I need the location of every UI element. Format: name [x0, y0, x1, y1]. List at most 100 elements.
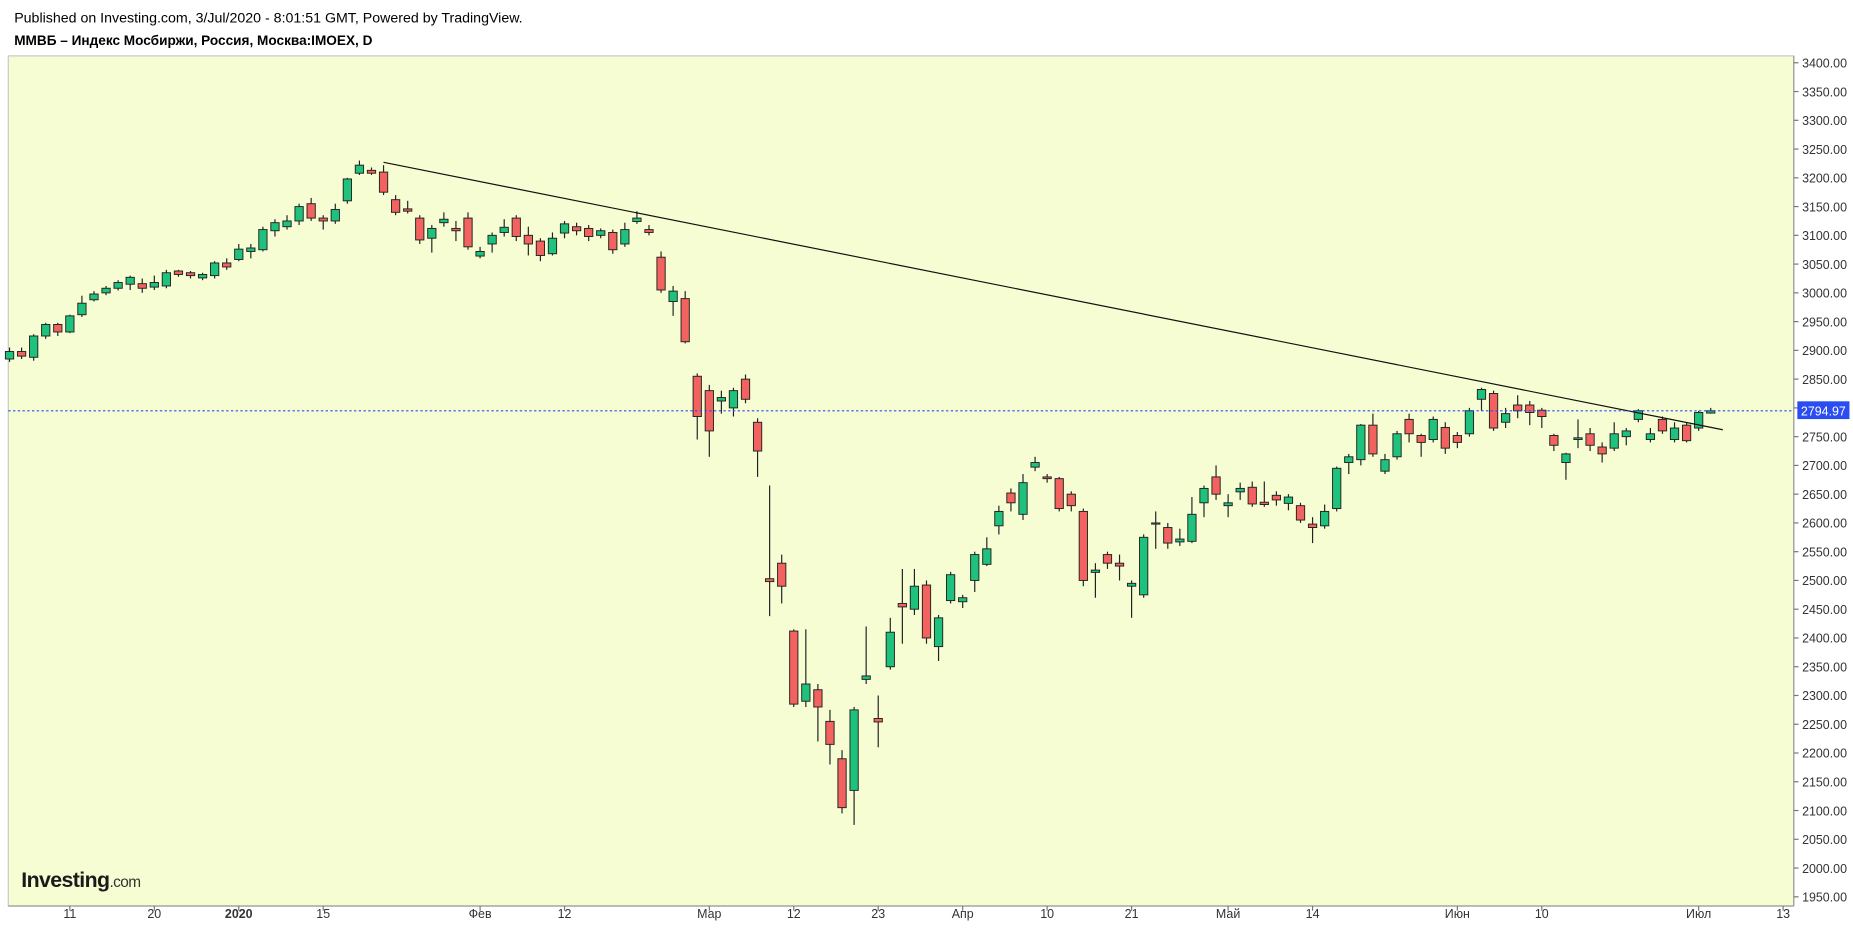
candle-body — [1139, 536, 1149, 596]
candle-body — [1669, 427, 1680, 441]
candle-body — [499, 226, 509, 233]
candle-body — [354, 164, 365, 174]
candle-body — [137, 283, 147, 289]
candle-body — [523, 234, 533, 245]
candle-body — [1368, 424, 1378, 455]
candle-body — [1078, 510, 1088, 581]
candle-body — [801, 683, 811, 702]
candle-body — [222, 262, 232, 268]
candle-body — [511, 217, 521, 237]
candle-body — [1416, 435, 1426, 443]
candle-body — [1621, 430, 1631, 438]
candle-body — [246, 247, 256, 252]
candle-body — [777, 562, 787, 587]
candle-body — [813, 689, 823, 708]
candle-body — [620, 229, 630, 245]
candle-body — [970, 554, 980, 581]
candle-body — [65, 315, 75, 333]
x-tick-label: 10 — [1040, 907, 1054, 921]
candle-body — [668, 290, 678, 302]
candle-body — [4, 351, 15, 360]
candle-body — [89, 293, 99, 301]
x-tick-label: 11 — [63, 907, 76, 921]
candle-body — [41, 324, 51, 337]
candle-body — [1199, 487, 1209, 504]
candle-body — [1283, 496, 1294, 504]
candle-body — [1440, 426, 1450, 449]
y-tick-label: 2750.00 — [1802, 430, 1847, 444]
candle-body — [873, 718, 883, 723]
y-tick-label: 3150.00 — [1802, 200, 1847, 214]
candle-body — [632, 217, 642, 223]
candle-body — [210, 262, 220, 277]
candle-body — [77, 302, 87, 316]
plot-area — [7, 55, 1795, 907]
y-tick-label: 3300.00 — [1802, 114, 1847, 128]
candle-body — [1030, 462, 1040, 468]
candle-body — [909, 585, 920, 610]
x-tick-label: 10 — [1535, 907, 1549, 921]
candle-body — [1042, 476, 1052, 480]
candle-body — [1428, 418, 1438, 441]
candle-body — [1585, 433, 1595, 446]
candle-body — [451, 227, 461, 232]
y-tick-label: 2150.00 — [1802, 776, 1847, 790]
y-tick-label: 2850.00 — [1802, 373, 1847, 387]
symbol-title: ММВБ – Индекс Мосбиржи, Россия, Москва:I… — [14, 33, 372, 48]
x-tick-label: 23 — [871, 907, 885, 921]
candle-body — [656, 256, 666, 291]
x-tick-label: Июн — [1445, 907, 1470, 921]
candle-body — [1561, 453, 1571, 464]
candle-body — [921, 584, 932, 639]
x-tick-label: 20 — [147, 907, 161, 921]
candle-body — [680, 298, 690, 343]
candle-body — [765, 578, 775, 583]
y-tick-label: 3050.00 — [1802, 258, 1847, 272]
candle-body — [1694, 412, 1704, 429]
y-tick-label: 2600.00 — [1802, 517, 1847, 531]
y-tick-label: 3400.00 — [1802, 57, 1847, 71]
candle-body — [1271, 494, 1281, 501]
x-tick-label: 14 — [1306, 907, 1320, 921]
candle-body — [1187, 513, 1197, 542]
candle-body — [1235, 487, 1245, 493]
candle-body — [16, 351, 27, 357]
candle-body — [752, 421, 763, 452]
y-tick-label: 2000.00 — [1802, 862, 1847, 876]
candle-body — [1295, 505, 1306, 521]
candle-body — [946, 574, 956, 602]
price-label-box — [1797, 401, 1850, 420]
candle-body — [1645, 433, 1656, 441]
candle-body — [885, 631, 895, 668]
candle-body — [559, 223, 570, 234]
candle-body — [234, 248, 244, 260]
candle-body — [1102, 554, 1113, 564]
x-tick-label: Май — [1216, 907, 1240, 921]
candle-body — [1018, 482, 1028, 515]
candle-body — [982, 548, 992, 565]
candle-body — [740, 378, 751, 400]
candle-body — [318, 217, 328, 222]
candle-body — [933, 617, 944, 648]
y-tick-label: 2350.00 — [1802, 660, 1847, 674]
candle-body — [1657, 418, 1668, 432]
candle-body — [1006, 492, 1016, 504]
logo-suffix: .com — [109, 874, 140, 891]
y-tick-label: 3350.00 — [1802, 85, 1847, 99]
candle-body — [427, 227, 437, 239]
candle-body — [258, 229, 268, 251]
x-tick-label: Мар — [697, 907, 721, 921]
candle-body — [958, 597, 968, 603]
candle-body — [535, 240, 546, 256]
x-tick-label: 21 — [1125, 907, 1139, 921]
y-tick-label: 2200.00 — [1802, 747, 1847, 761]
candle-body — [1537, 409, 1547, 417]
candle-body — [366, 169, 377, 174]
candle-body — [1597, 446, 1607, 455]
x-tick-label: Фев — [469, 907, 492, 921]
candle-body — [608, 231, 618, 251]
y-tick-label: 2650.00 — [1802, 488, 1847, 502]
price-label: 2794.97 — [1801, 405, 1846, 419]
y-tick-label: 3200.00 — [1802, 172, 1847, 186]
